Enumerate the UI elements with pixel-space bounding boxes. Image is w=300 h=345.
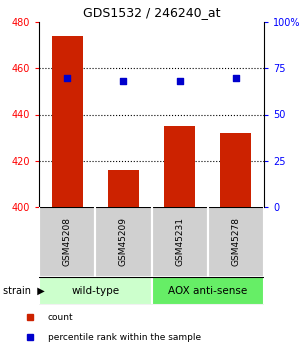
Bar: [164, 126, 195, 207]
Point: [233, 75, 238, 80]
Bar: [108, 170, 139, 207]
Text: AOX anti-sense: AOX anti-sense: [168, 286, 248, 296]
Text: GSM45209: GSM45209: [119, 217, 128, 266]
Bar: [220, 133, 251, 207]
Bar: [152, 207, 208, 277]
Text: strain  ▶: strain ▶: [3, 286, 45, 296]
Point: [177, 78, 182, 84]
Bar: [95, 207, 152, 277]
Point: [121, 78, 126, 84]
Text: count: count: [48, 313, 74, 322]
Text: wild-type: wild-type: [71, 286, 119, 296]
Title: GDS1532 / 246240_at: GDS1532 / 246240_at: [83, 7, 220, 19]
Bar: [208, 207, 264, 277]
Bar: [152, 277, 264, 305]
Point: [65, 75, 70, 80]
Bar: [52, 36, 82, 207]
Text: GSM45278: GSM45278: [231, 217, 240, 266]
Bar: [39, 207, 95, 277]
Text: percentile rank within the sample: percentile rank within the sample: [48, 333, 201, 342]
Text: GSM45208: GSM45208: [63, 217, 72, 266]
Bar: [39, 277, 152, 305]
Text: GSM45231: GSM45231: [175, 217, 184, 266]
